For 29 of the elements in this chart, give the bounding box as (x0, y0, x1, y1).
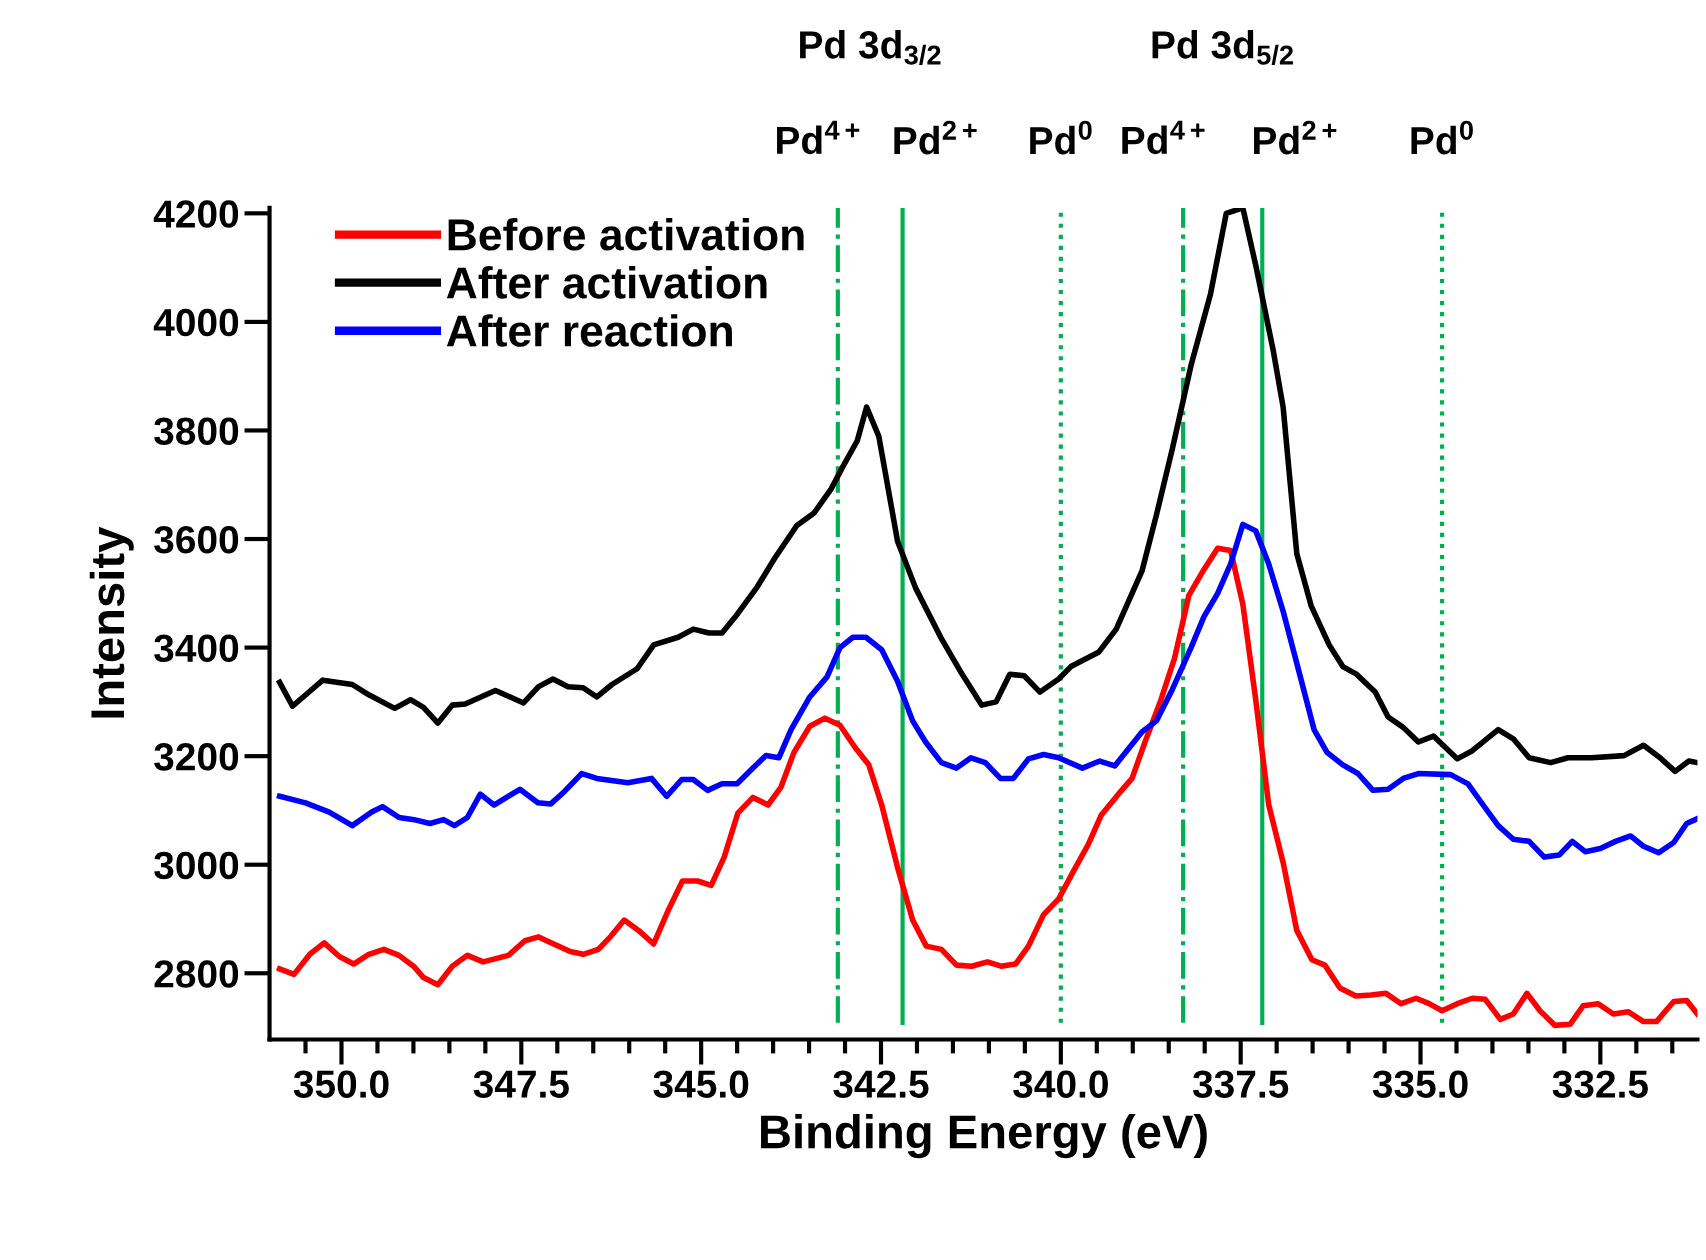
y-tick-label: 3000 (154, 851, 239, 880)
legend-label: Before activation (448, 217, 804, 251)
y-tick-label: 3400 (154, 634, 239, 663)
x-tick-label: 347.5 (473, 1070, 569, 1098)
x-axis-title: Binding Energy (eV) (761, 1113, 1207, 1159)
text: Pd 3d$_{5/2}$ (1152, 30, 1293, 65)
y-tick-label: 3800 (154, 417, 239, 445)
x-tick-label: 350.0 (293, 1070, 389, 1098)
x-tick-label: 340.0 (1013, 1070, 1108, 1098)
x-tick-label: 335.0 (1372, 1070, 1468, 1098)
y-tick-label: 2800 (154, 960, 239, 988)
ref-line-label: Pd$^{2+}$ (894, 120, 977, 155)
x-tick-label: 342.5 (833, 1070, 929, 1098)
ref-line-label: Pd$^{0}$ (1030, 120, 1092, 155)
y-tick-label: 4000 (153, 308, 239, 337)
ref-line-label: Pd$^{0}$ (1411, 120, 1473, 155)
x-tick-label: 337.5 (1192, 1070, 1289, 1098)
y-axis-title: Intensity (89, 526, 134, 718)
legend-label: After activation (446, 266, 767, 299)
y-tick-label: 3200 (154, 743, 239, 771)
y-tick-label: 4200 (153, 200, 239, 228)
ref-line-label: Pd$^{4+}$ (1122, 120, 1205, 155)
x-tick-label: 345.0 (653, 1070, 749, 1098)
ref-line-label: Pd$^{2+}$ (1254, 120, 1337, 155)
x-tick-label: 332.5 (1552, 1070, 1648, 1098)
text: Pd 3d$_{3/2}$ (800, 30, 941, 65)
legend-label: After reaction (446, 314, 732, 347)
y-tick-label: 3600 (154, 525, 239, 554)
ref-line-label: Pd$^{4+}$ (777, 120, 860, 155)
